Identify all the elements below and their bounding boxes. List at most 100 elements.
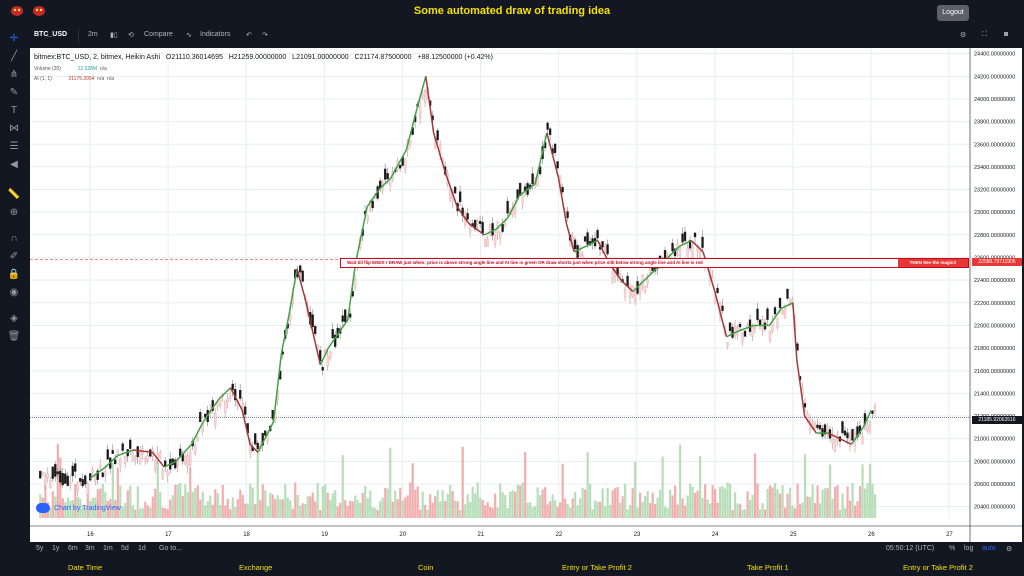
candle-body bbox=[773, 307, 777, 315]
volume-bar bbox=[626, 509, 629, 518]
zoom-icon[interactable]: ⊕ bbox=[9, 207, 19, 218]
volume-bar bbox=[359, 502, 362, 518]
volume-bar bbox=[341, 455, 344, 518]
volume-bar bbox=[586, 452, 589, 518]
range-1y[interactable]: 1y bbox=[52, 545, 60, 552]
y-tick-label: 23600.00000000 bbox=[974, 142, 1015, 148]
layers-icon[interactable]: ◈ bbox=[10, 313, 18, 324]
eye-icon[interactable]: ◉ bbox=[9, 287, 19, 298]
candle-body bbox=[833, 439, 837, 452]
range-3m[interactable]: 3m bbox=[85, 545, 95, 552]
volume-bar bbox=[659, 489, 662, 518]
auto-toggle[interactable]: auto bbox=[982, 545, 996, 552]
symbol-selector[interactable]: BTC_USD bbox=[34, 31, 68, 38]
volume-bar bbox=[649, 503, 652, 518]
volume-bar bbox=[81, 506, 84, 518]
volume-bar bbox=[514, 491, 517, 518]
volume-bar bbox=[309, 496, 312, 518]
volume-bar bbox=[174, 484, 177, 518]
undo-icon[interactable]: ↶ bbox=[246, 32, 252, 39]
chart-type-icon[interactable]: ▮▯ bbox=[110, 32, 118, 39]
candle-body bbox=[104, 471, 107, 476]
crosshair-icon[interactable]: ✛ bbox=[9, 33, 19, 44]
volume-bar bbox=[304, 503, 307, 518]
footer-coin: Coin bbox=[418, 563, 434, 572]
brush-icon[interactable]: ✎ bbox=[9, 87, 19, 98]
volume-bar bbox=[486, 502, 489, 518]
log-toggle[interactable]: log bbox=[964, 545, 974, 552]
interval-selector[interactable]: 2m bbox=[88, 31, 98, 38]
lock-icon[interactable]: 🔒 bbox=[7, 269, 21, 280]
ruler-icon[interactable]: 📏 bbox=[7, 189, 21, 200]
volume-bar bbox=[196, 485, 199, 518]
pattern-icon[interactable]: ⋈ bbox=[9, 123, 19, 134]
compare-icon[interactable]: ⟲ bbox=[128, 32, 134, 39]
compare-button[interactable]: Compare bbox=[144, 31, 173, 38]
settings-icon[interactable]: ⚙ bbox=[960, 32, 967, 39]
volume-bar bbox=[496, 507, 499, 518]
range-5d[interactable]: 5d bbox=[121, 545, 129, 552]
price-chart[interactable]: 20400.00000000 20600.00000000 20800.000000… bbox=[30, 48, 1022, 542]
range-5y[interactable]: 5y bbox=[36, 545, 44, 552]
volume-bar bbox=[96, 489, 99, 518]
volume-bar bbox=[71, 500, 74, 518]
trendline-icon[interactable]: ╱ bbox=[10, 51, 18, 62]
text-icon[interactable]: T bbox=[10, 105, 18, 116]
volume-bar bbox=[651, 492, 654, 518]
candle-body bbox=[481, 221, 484, 234]
volume-bar bbox=[546, 504, 549, 518]
candle-body bbox=[586, 232, 589, 245]
volume-bar bbox=[521, 482, 524, 518]
volume-bar bbox=[84, 507, 87, 518]
range-1m[interactable]: 1m bbox=[103, 545, 113, 552]
range-6m[interactable]: 6m bbox=[68, 545, 78, 552]
volume-bar bbox=[641, 502, 644, 518]
fullscreen-icon[interactable]: ⛶ bbox=[982, 31, 987, 38]
settings-icon[interactable]: ⚙ bbox=[1006, 546, 1013, 553]
candle-body bbox=[59, 470, 62, 483]
redo-icon[interactable]: ↷ bbox=[262, 32, 268, 39]
volume-bar bbox=[431, 502, 434, 518]
volume-bar bbox=[501, 492, 504, 518]
volume-value: 12.528M bbox=[77, 66, 98, 72]
chart-toolbar: BTC_USD 2m ▮▯ ⟲ Compare ∿ Indicators ↶ ↷… bbox=[28, 28, 1024, 46]
chart-area[interactable]: 20400.00000000 20600.00000000 20800.000000… bbox=[30, 48, 1022, 542]
magnet-icon[interactable]: ∩ bbox=[10, 233, 18, 244]
range-1d[interactable]: 1d bbox=[138, 545, 146, 552]
candle-body bbox=[49, 480, 52, 488]
volume-bar bbox=[74, 484, 77, 518]
pitchfork-icon[interactable]: ⋔ bbox=[9, 69, 19, 80]
indicators-icon[interactable]: ∿ bbox=[186, 32, 192, 39]
candle-body bbox=[423, 90, 427, 103]
volume-bar bbox=[366, 498, 369, 518]
volume-bar bbox=[601, 488, 604, 518]
goto-button[interactable]: Go to... bbox=[159, 545, 182, 552]
ai-line-segment bbox=[249, 443, 259, 453]
percent-toggle[interactable]: % bbox=[949, 545, 956, 552]
candle-body bbox=[646, 279, 649, 285]
draw-mode-icon[interactable]: ✐ bbox=[9, 251, 19, 262]
fib-icon[interactable]: ☰ bbox=[9, 141, 19, 152]
candle-body bbox=[458, 191, 462, 203]
volume-bar bbox=[614, 488, 617, 518]
trash-icon[interactable]: 🗑 bbox=[7, 331, 21, 342]
volume-bar bbox=[871, 483, 874, 518]
camera-icon[interactable]: ◙ bbox=[1004, 31, 1009, 38]
volume-bar bbox=[591, 509, 594, 518]
candle-body bbox=[856, 426, 859, 438]
volume-bar bbox=[716, 502, 719, 518]
back-arrow-icon[interactable]: ◀ bbox=[10, 159, 18, 170]
volume-bar bbox=[214, 489, 217, 518]
candle-body bbox=[561, 186, 564, 193]
candle-body bbox=[81, 479, 84, 487]
volume-bar bbox=[674, 485, 677, 518]
indicators-button[interactable]: Indicators bbox=[200, 31, 231, 38]
logout-button[interactable]: Logout bbox=[937, 5, 969, 21]
volume-bar bbox=[221, 484, 224, 518]
candle-body bbox=[131, 451, 134, 462]
volume-bar bbox=[551, 494, 554, 518]
volume-bar bbox=[516, 484, 519, 518]
ai-line-segment bbox=[534, 132, 548, 185]
tradingview-watermark[interactable]: Chart by TradingView bbox=[36, 503, 121, 513]
volume-bar bbox=[239, 489, 242, 518]
